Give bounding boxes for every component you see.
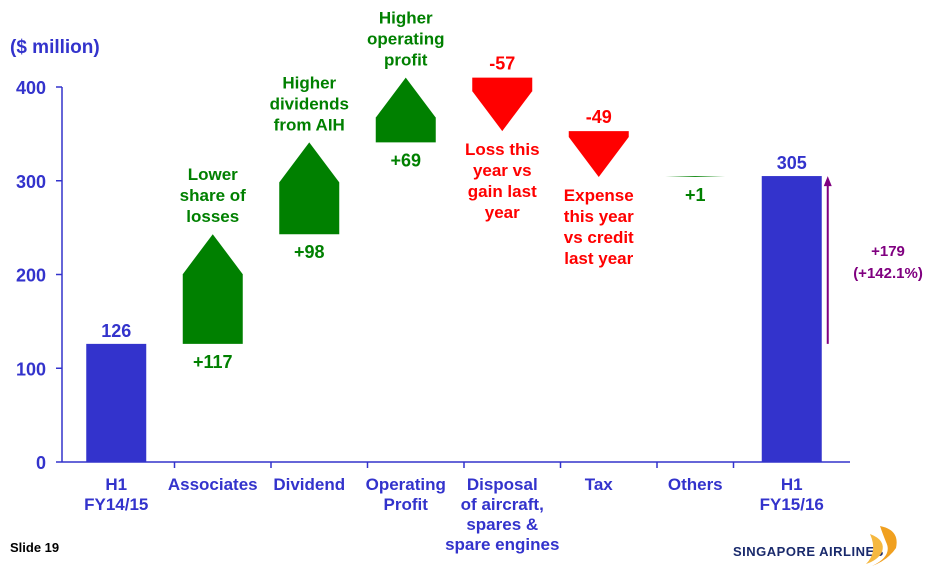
x-tick-label: H1 FY15/16 bbox=[760, 475, 824, 514]
annotation: Loss this year vs gain last year bbox=[465, 140, 540, 222]
value-label: 126 bbox=[101, 321, 131, 341]
value-label: +117 bbox=[193, 352, 233, 372]
x-tick-label: Tax bbox=[585, 475, 614, 494]
y-tick-label: 0 bbox=[36, 453, 46, 473]
x-tick-label: H1 FY14/15 bbox=[84, 475, 148, 514]
x-tick-label: Operating Profit bbox=[366, 475, 446, 514]
x-tick-label: Dividend bbox=[273, 475, 345, 494]
logo-bird bbox=[872, 526, 897, 566]
slide-number: Slide 19 bbox=[10, 540, 59, 555]
annotation: Expense this year vs credit last year bbox=[564, 186, 634, 268]
increase-arrow bbox=[665, 176, 726, 177]
x-tick-label: Others bbox=[668, 475, 723, 494]
y-tick-label: 400 bbox=[16, 78, 46, 98]
value-label: +98 bbox=[294, 242, 325, 262]
annotation: Higher operating profit bbox=[367, 9, 444, 70]
total-bar bbox=[761, 176, 822, 462]
change-arrowhead bbox=[823, 176, 832, 187]
logo-text: SINGAPORE AIRLINES bbox=[733, 544, 884, 559]
value-label: +1 bbox=[685, 185, 706, 205]
value-label: 305 bbox=[777, 153, 807, 173]
y-tick-label: 200 bbox=[16, 266, 46, 286]
annotation: Higher dividends from AIH bbox=[270, 73, 349, 134]
decrease-arrow bbox=[472, 77, 533, 132]
increase-arrow bbox=[375, 77, 436, 143]
y-tick-label: 300 bbox=[16, 172, 46, 192]
logo: SINGAPORE AIRLINES bbox=[733, 526, 897, 566]
x-tick-label: Associates bbox=[168, 475, 258, 494]
logo-bird bbox=[866, 534, 883, 564]
y-axis-label: ($ million) bbox=[10, 37, 100, 58]
value-label: -49 bbox=[586, 107, 612, 127]
decrease-arrow bbox=[568, 131, 629, 177]
y-tick-label: 100 bbox=[16, 359, 46, 379]
value-label: -57 bbox=[489, 54, 515, 74]
increase-arrow bbox=[279, 142, 340, 235]
increase-arrow bbox=[182, 234, 243, 344]
value-label: +69 bbox=[390, 150, 421, 170]
change-label: +179 (+142.1%) bbox=[853, 243, 923, 282]
total-bar bbox=[86, 343, 147, 462]
x-tick-label: Disposal of aircraft, spares & spare engine… bbox=[445, 475, 559, 554]
annotation: Lower share of losses bbox=[180, 165, 246, 226]
